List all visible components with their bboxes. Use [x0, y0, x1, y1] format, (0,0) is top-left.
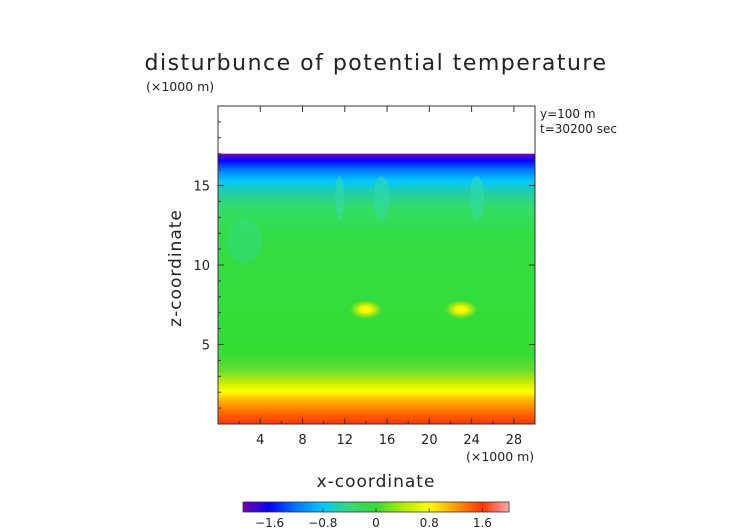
x-tick-label: 28 — [506, 433, 523, 448]
colorbar-tick-label: 1.6 — [473, 516, 492, 530]
cold-plume — [373, 176, 390, 221]
chart-title: disturbunce of potential temperature — [145, 51, 608, 76]
x-tick-label: 24 — [463, 433, 480, 448]
colorbar-tick-label: 0 — [372, 516, 380, 530]
x-tick-label: 12 — [337, 433, 354, 448]
colorbar-tick-label: −0.8 — [308, 516, 337, 530]
y-tick-label: 5 — [202, 339, 210, 354]
y-axis: 5 10 15 — [193, 121, 535, 409]
x-unit-label: (×1000 m) — [466, 449, 534, 464]
annotation-y: y=100 m — [540, 107, 596, 121]
x-axis: 4 8 12 16 20 24 28 — [238, 106, 523, 448]
colorbar-tick-label: 0.8 — [420, 516, 439, 530]
annotation-t: t=30200 sec — [540, 122, 617, 136]
x-tick-label: 20 — [421, 433, 438, 448]
warm-blob — [443, 299, 480, 320]
field-features — [226, 176, 485, 320]
x-tick-label: 8 — [298, 433, 306, 448]
y-axis-label: z-coordinate — [166, 209, 186, 327]
cold-plume — [335, 176, 345, 221]
warm-blob — [347, 299, 384, 320]
x-axis-label: x-coordinate — [317, 472, 436, 492]
neutral-patch — [226, 219, 263, 264]
y-tick-label: 15 — [193, 180, 210, 195]
x-tick-label: 16 — [379, 433, 396, 448]
colorbar-ticks: −1.6 −0.8 0 0.8 1.6 — [255, 508, 492, 530]
cold-plume — [469, 176, 485, 221]
x-tick-label: 4 — [256, 433, 264, 448]
y-tick-label: 10 — [193, 259, 210, 274]
plot-area — [218, 106, 535, 424]
y-unit-label: (×1000 m) — [146, 79, 214, 94]
colorbar-tick-label: −1.6 — [255, 516, 284, 530]
